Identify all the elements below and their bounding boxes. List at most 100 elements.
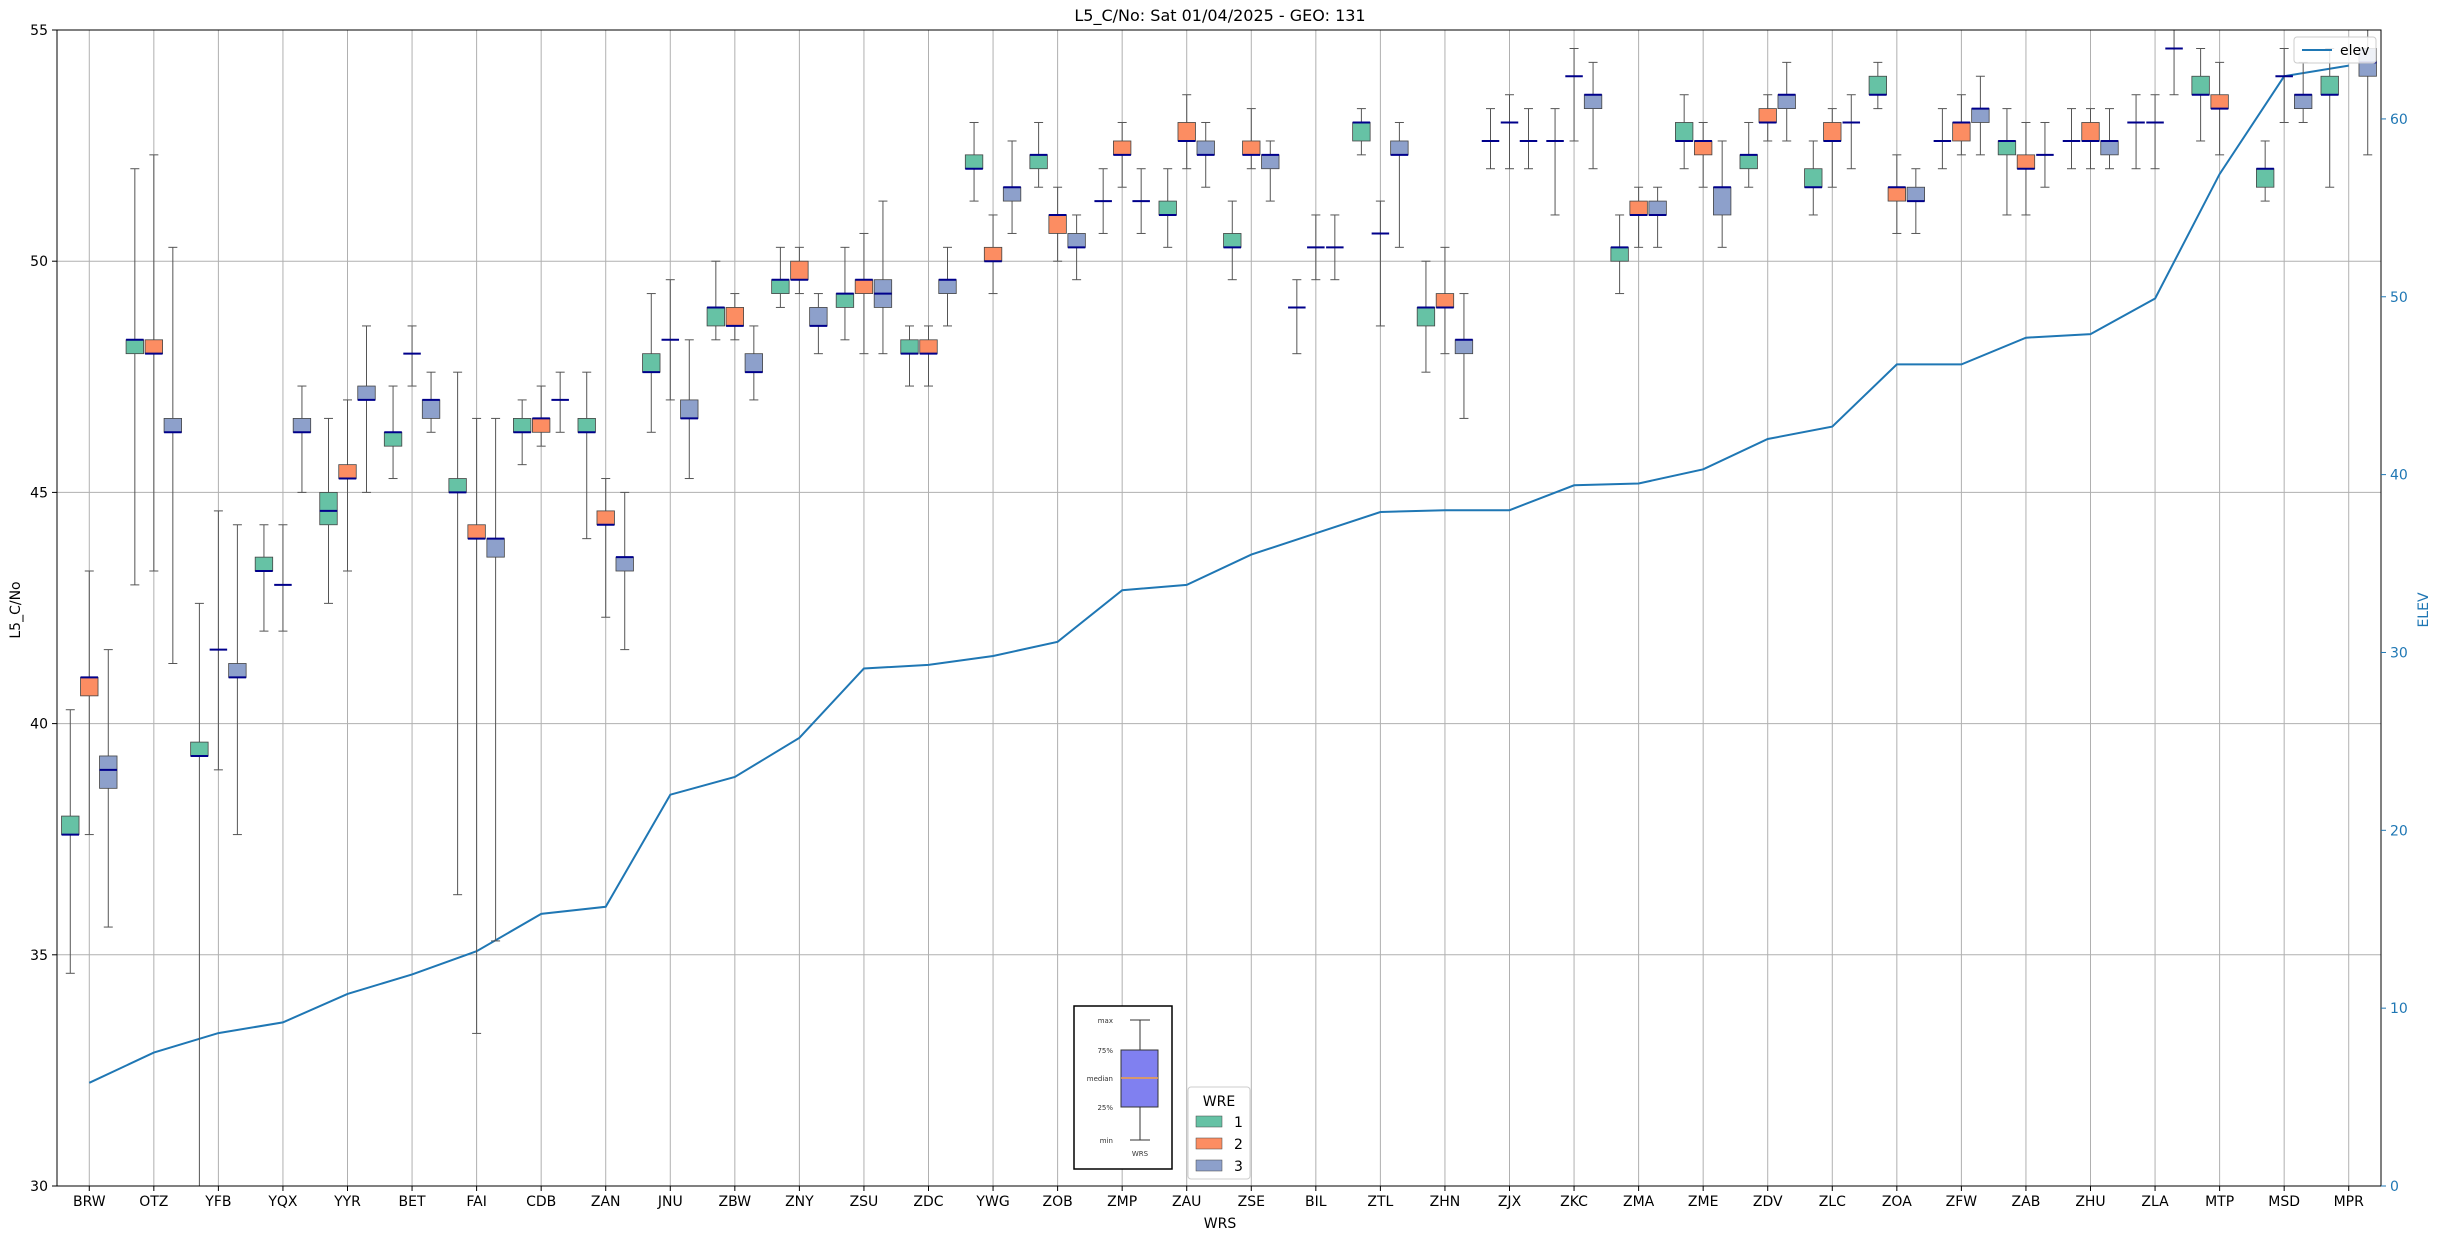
wre-legend-label-2: 2 xyxy=(1234,1137,1243,1153)
iqr-box xyxy=(1048,214,1067,234)
wre-legend-swatch-2 xyxy=(1195,1137,1223,1150)
iqr-box xyxy=(1454,339,1474,355)
x-tick-label: ZJX xyxy=(1498,1194,1522,1210)
box-ZBW-wre2 xyxy=(725,293,744,341)
box-ZKC-wre2 xyxy=(1565,47,1583,142)
box-YYR-wre3 xyxy=(357,325,376,493)
box-ZLC-wre1 xyxy=(1804,140,1823,216)
box-ZSE-wre3 xyxy=(1261,140,1280,202)
box-ZOA-wre1 xyxy=(1868,61,1887,110)
x-tick-label: ZKC xyxy=(1560,1194,1588,1210)
iqr-box xyxy=(292,418,312,433)
iqr-box xyxy=(2320,75,2339,96)
iqr-box xyxy=(1952,122,1971,142)
iqr-box xyxy=(2210,94,2229,110)
inset-label-min: min xyxy=(1100,1137,1113,1145)
x-tick-label: ZLC xyxy=(1819,1194,1846,1210)
iqr-box xyxy=(964,154,984,170)
box-ZOB-wre3 xyxy=(1067,214,1086,281)
iqr-box xyxy=(99,755,118,789)
y-tick-label: 35 xyxy=(30,948,48,964)
box-ZAB-wre2 xyxy=(2016,121,2036,216)
iqr-box xyxy=(1758,108,1777,123)
iqr-box xyxy=(2294,94,2313,110)
box-ZFW-wre2 xyxy=(1952,94,1971,156)
box-YFB-wre3 xyxy=(228,524,247,836)
iqr-box xyxy=(615,556,634,572)
box-ZOB-wre1 xyxy=(1029,121,1048,188)
elev-legend-label: elev xyxy=(2340,43,2369,59)
iqr-box xyxy=(1002,186,1022,202)
iqr-box xyxy=(919,339,938,355)
box-YQX-wre1 xyxy=(254,524,274,632)
box-BIL-wre1 xyxy=(1288,279,1306,355)
wre-legend-frame xyxy=(1187,1086,1251,1180)
iqr-box xyxy=(80,676,99,697)
box-ZMA-wre1 xyxy=(1610,214,1629,295)
x-tick-label: ZOA xyxy=(1882,1194,1912,1210)
inset-xlabel: WRS xyxy=(1132,1150,1149,1158)
iqr-box xyxy=(61,815,80,835)
box-ZAU-wre1 xyxy=(1158,168,1177,248)
wre-legend: WRE 1 2 3 xyxy=(1187,1086,1251,1180)
box-ZHU-wre3 xyxy=(2100,108,2119,170)
box-ZLC-wre2 xyxy=(1823,108,1842,188)
y-tick-label: 50 xyxy=(30,254,48,270)
x-tick-label: ZMA xyxy=(1623,1194,1655,1210)
box-ZHU-wre1 xyxy=(2062,108,2081,170)
iqr-box xyxy=(1223,233,1242,248)
box-ZHN-wre3 xyxy=(1454,293,1474,419)
iqr-box xyxy=(1868,75,1887,96)
y2-tick-label: 10 xyxy=(2390,1001,2408,1017)
box-CDB-wre2 xyxy=(532,385,551,447)
y2-tick-label: 50 xyxy=(2390,290,2408,306)
box-FAI-wre2 xyxy=(467,417,486,1034)
box-YFB-wre2 xyxy=(209,510,228,771)
box-BET-wre1 xyxy=(383,385,403,480)
box-ZFW-wre3 xyxy=(1971,75,1990,156)
x-tick-label: ZAU xyxy=(1172,1194,1201,1210)
iqr-box xyxy=(1739,154,1758,170)
iqr-box xyxy=(725,307,744,327)
box-ZMP-wre2 xyxy=(1113,121,1132,188)
box-ZOA-wre2 xyxy=(1887,154,1906,234)
inset-label-q3: 75% xyxy=(1097,1047,1113,1055)
box-ZLA-wre1 xyxy=(2127,94,2145,170)
x-tick-label: ZDC xyxy=(913,1194,943,1210)
iqr-box xyxy=(163,418,182,433)
iqr-box xyxy=(228,663,247,678)
iqr-box xyxy=(1804,168,1823,188)
x-tick-label: ZLA xyxy=(2141,1194,2169,1210)
x-tick-label: ZAN xyxy=(591,1194,621,1210)
elev-series xyxy=(88,64,2349,1084)
iqr-box xyxy=(1390,140,1409,156)
iqr-box xyxy=(2100,140,2119,156)
box-ZTL-wre3 xyxy=(1390,121,1409,248)
box-CDB-wre3 xyxy=(551,371,569,433)
axes: BRW OTZ YFB YQX YYR BET FAI CDB ZAN JNU ZBW ZNY ZSU Z… xyxy=(30,23,2408,1210)
iqr-box xyxy=(771,279,790,294)
box-YWG-wre2 xyxy=(983,214,1003,295)
iqr-box xyxy=(1675,122,1694,142)
iqr-box xyxy=(513,418,532,433)
plot-frame xyxy=(56,29,2382,1187)
box-ZKC-wre3 xyxy=(1583,61,1603,170)
wre-legend-swatch-3 xyxy=(1195,1159,1223,1172)
box-OTZ-wre2 xyxy=(144,154,163,572)
iqr-box xyxy=(596,510,615,526)
box-JNU-wre1 xyxy=(642,293,661,433)
x-tick-label: MPR xyxy=(2334,1194,2365,1210)
iqr-box xyxy=(1261,154,1280,170)
iqr-box xyxy=(1887,186,1906,202)
box-ZDC-wre2 xyxy=(919,325,938,387)
iqr-box xyxy=(1610,246,1629,262)
box-ZLC-wre3 xyxy=(1842,94,1861,170)
iqr-box xyxy=(486,538,505,558)
box-ZME-wre1 xyxy=(1675,94,1694,170)
iqr-box xyxy=(577,418,596,433)
x-tick-label: MTP xyxy=(2205,1194,2234,1210)
box-BRW-wre2 xyxy=(80,570,99,836)
iqr-box xyxy=(2016,154,2036,170)
iqr-box xyxy=(1629,200,1648,216)
iqr-box xyxy=(319,491,338,526)
